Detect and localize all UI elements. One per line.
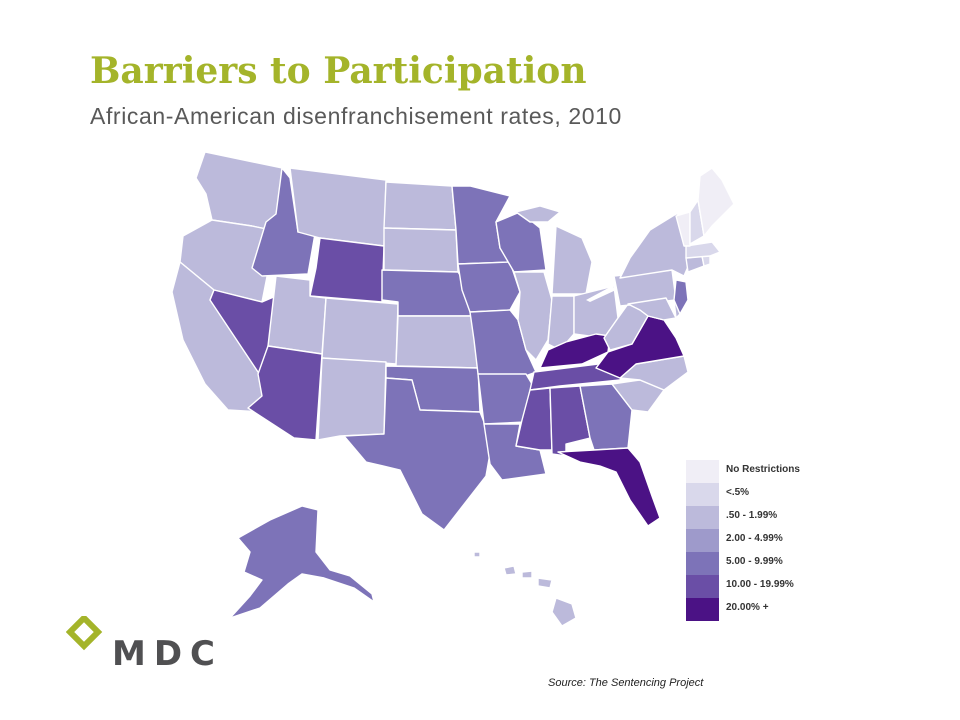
state-massachusetts[interactable]	[685, 241, 721, 259]
mdc-logo-mark-icon: MDC	[65, 613, 223, 674]
state-texas[interactable]	[343, 377, 493, 531]
state-maryland[interactable]	[627, 297, 677, 321]
legend-label: 20.00% +	[726, 602, 769, 613]
state-south-carolina[interactable]	[611, 379, 665, 413]
legend-label: .50 - 1.99%	[726, 510, 778, 521]
state-hawaii-4[interactable]	[537, 577, 553, 589]
legend-swatch	[686, 598, 719, 621]
legend-swatch	[686, 529, 719, 552]
state-michigan-upper[interactable]	[515, 205, 561, 223]
state-alaska[interactable]	[229, 505, 375, 619]
state-new-jersey[interactable]	[673, 279, 689, 315]
state-vermont[interactable]	[675, 211, 691, 247]
legend-swatch	[686, 460, 719, 483]
state-louisiana[interactable]	[483, 423, 547, 481]
state-iowa[interactable]	[457, 261, 521, 313]
state-wyoming[interactable]	[309, 237, 385, 303]
state-north-dakota[interactable]	[383, 181, 457, 231]
state-colorado[interactable]	[321, 297, 399, 365]
legend-swatch	[686, 506, 719, 529]
legend-label: 2.00 - 4.99%	[726, 533, 783, 544]
page-subtitle: African-American disenfranchisement rate…	[90, 103, 622, 129]
legend-label: <.5%	[726, 487, 750, 498]
legend-swatch	[686, 575, 719, 598]
state-maine[interactable]	[697, 167, 735, 237]
source-note: Source: The Sentencing Project	[548, 677, 704, 689]
state-new-mexico[interactable]	[317, 357, 387, 441]
svg-text:MDC: MDC	[112, 634, 223, 672]
state-montana[interactable]	[289, 167, 387, 247]
state-michigan[interactable]	[551, 225, 593, 295]
state-hawaii-2[interactable]	[503, 565, 517, 576]
legend-label: 10.00 - 19.99%	[726, 579, 794, 590]
legend-label: 5.00 - 9.99%	[726, 556, 783, 567]
legend-swatch	[686, 483, 719, 506]
state-illinois[interactable]	[513, 271, 553, 361]
legend-swatch	[686, 552, 719, 575]
state-hawaii-5[interactable]	[551, 597, 577, 627]
legend-label: No Restrictions	[726, 464, 800, 475]
state-kansas[interactable]	[395, 315, 479, 369]
state-hawaii-3[interactable]	[521, 570, 533, 579]
state-south-dakota[interactable]	[383, 227, 459, 273]
state-rhode-island[interactable]	[701, 255, 711, 267]
state-hawaii-1[interactable]	[473, 551, 481, 558]
page-title: Barriers to Participation	[90, 50, 587, 92]
state-florida[interactable]	[557, 447, 661, 527]
mdc-logo: MDC	[65, 613, 236, 677]
